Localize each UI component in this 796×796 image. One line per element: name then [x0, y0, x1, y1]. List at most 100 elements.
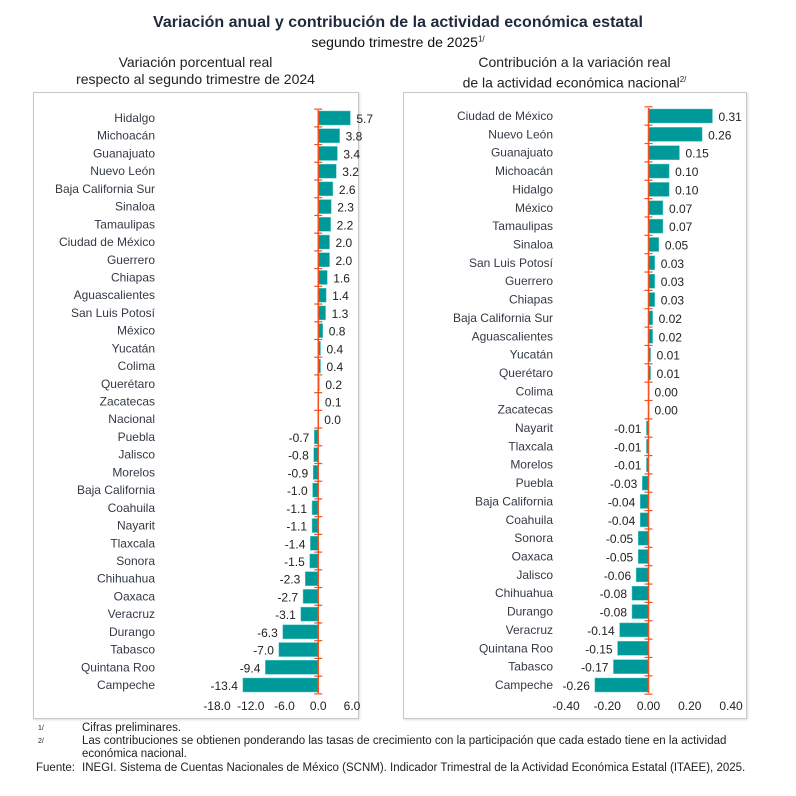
right-category-label: Tamaulipas [492, 219, 553, 233]
right-data-label: -0.01 [614, 422, 642, 436]
left-data-label: -1.1 [286, 520, 307, 534]
right-bar [648, 163, 670, 179]
right-bar [637, 530, 649, 546]
left-data-label: -0.8 [288, 449, 309, 463]
note2-text: Las contribuciones se obtienen ponderand… [82, 735, 727, 760]
right-bar [631, 604, 649, 619]
right-category-label: Baja California Sur [453, 311, 553, 325]
right-bar [640, 512, 649, 528]
right-data-label: 0.10 [675, 183, 699, 197]
left-category-label: Baja California Sur [55, 182, 155, 196]
right-data-label: 0.05 [665, 238, 689, 252]
right-category-label: Durango [507, 605, 553, 619]
right-chart-title-line1: Contribución a la variación real [478, 54, 671, 70]
right-bar [648, 292, 655, 307]
subtitle-text: segundo trimestre de 2025 [311, 34, 478, 50]
right-bar [648, 255, 655, 271]
left-bar [265, 660, 319, 675]
left-category-label: Tlaxcala [110, 536, 155, 550]
left-data-label: -1.5 [284, 555, 305, 569]
left-data-label: -2.7 [277, 590, 298, 604]
left-data-label: 0.4 [327, 360, 344, 374]
left-data-label: 3.8 [346, 130, 363, 144]
right-data-label: 0.01 [657, 349, 681, 363]
left-category-label: Aguascalientes [74, 288, 155, 302]
right-category-label: Quintana Roo [479, 641, 553, 655]
left-data-label: -9.4 [240, 661, 261, 675]
right-bar [635, 567, 649, 583]
right-bar [648, 218, 664, 234]
left-data-label: 2.2 [337, 218, 354, 232]
right-category-label: Aguascalientes [472, 329, 553, 343]
right-chart-title-line2-wrap: de la actividad económica nacional2/ [403, 71, 746, 92]
right-data-label: -0.06 [604, 569, 632, 583]
right-bar [613, 659, 649, 674]
right-category-label: Querétaro [499, 366, 553, 380]
right-chart-title-line2: de la actividad económica nacional [462, 74, 680, 91]
right-bar [594, 677, 649, 693]
left-category-label: Nayarit [117, 519, 156, 533]
right-category-label: Chiapas [509, 293, 553, 307]
left-category-label: Baja California [77, 483, 155, 497]
left-bar [302, 589, 319, 604]
left-data-label: 2.6 [339, 183, 356, 197]
left-x-tick-label: -12.0 [237, 699, 265, 713]
right-bar [619, 622, 649, 638]
left-data-label: -1.0 [287, 484, 308, 498]
left-category-label: Michoacán [97, 129, 155, 143]
left-bar [312, 465, 319, 480]
left-category-label: Puebla [118, 430, 156, 444]
right-category-label: Oaxaca [512, 550, 554, 564]
right-category-label: Hidalgo [512, 182, 553, 196]
left-bar [318, 146, 338, 161]
left-category-label: Querétaro [101, 377, 155, 391]
right-bar [648, 237, 660, 252]
left-chart-title-line1: Variación porcentual real [118, 54, 273, 70]
right-chart-title-note: 2/ [679, 75, 687, 84]
left-category-label: Oaxaca [114, 589, 156, 603]
left-category-label: Durango [109, 625, 155, 639]
left-category-label: Nacional [108, 412, 155, 426]
right-data-label: 0.26 [708, 128, 732, 142]
left-bar [278, 642, 319, 657]
left-bar [318, 199, 332, 214]
left-bar [311, 518, 319, 533]
right-bar [642, 475, 649, 491]
left-category-label: Campeche [97, 678, 155, 692]
left-category-label: Hidalgo [114, 111, 155, 125]
left-chart-frame [33, 92, 359, 719]
right-data-label: 0.00 [655, 385, 679, 399]
right-data-label: -0.01 [614, 459, 642, 473]
right-bar [631, 585, 649, 601]
left-data-label: -6.3 [257, 626, 278, 640]
right-category-label: Sonora [514, 531, 553, 545]
left-bar [318, 163, 337, 179]
right-x-tick-label: 0.20 [678, 699, 702, 713]
left-data-label: 0.2 [325, 378, 342, 392]
right-data-label: -0.17 [581, 661, 609, 675]
right-data-label: -0.15 [585, 642, 613, 656]
right-chart-frame [403, 92, 747, 719]
right-category-label: Tlaxcala [508, 439, 553, 453]
right-category-label: Guanajuato [491, 146, 553, 160]
source-label: Fuente: [36, 762, 75, 774]
left-x-tick-label: 6.0 [344, 699, 361, 713]
right-bar [617, 641, 649, 656]
right-data-label: -0.26 [563, 679, 591, 693]
right-data-label: 0.02 [659, 312, 683, 326]
left-category-label: Zacatecas [100, 395, 155, 409]
right-category-label: Nuevo León [488, 127, 553, 141]
right-data-label: 0.07 [669, 220, 693, 234]
left-category-label: Tamaulipas [94, 217, 155, 231]
right-bar [637, 549, 649, 564]
left-bar [318, 110, 351, 126]
left-category-label: Morelos [112, 465, 155, 479]
left-category-label: Jalisco [118, 448, 155, 462]
subtitle: segundo trimestre de 20251/ [0, 34, 796, 50]
right-data-label: 0.03 [661, 257, 685, 271]
left-data-label: 0.1 [325, 396, 342, 410]
right-data-label: 0.15 [685, 147, 709, 161]
left-data-label: 0.0 [324, 413, 341, 427]
left-data-label: 2.3 [337, 201, 354, 215]
